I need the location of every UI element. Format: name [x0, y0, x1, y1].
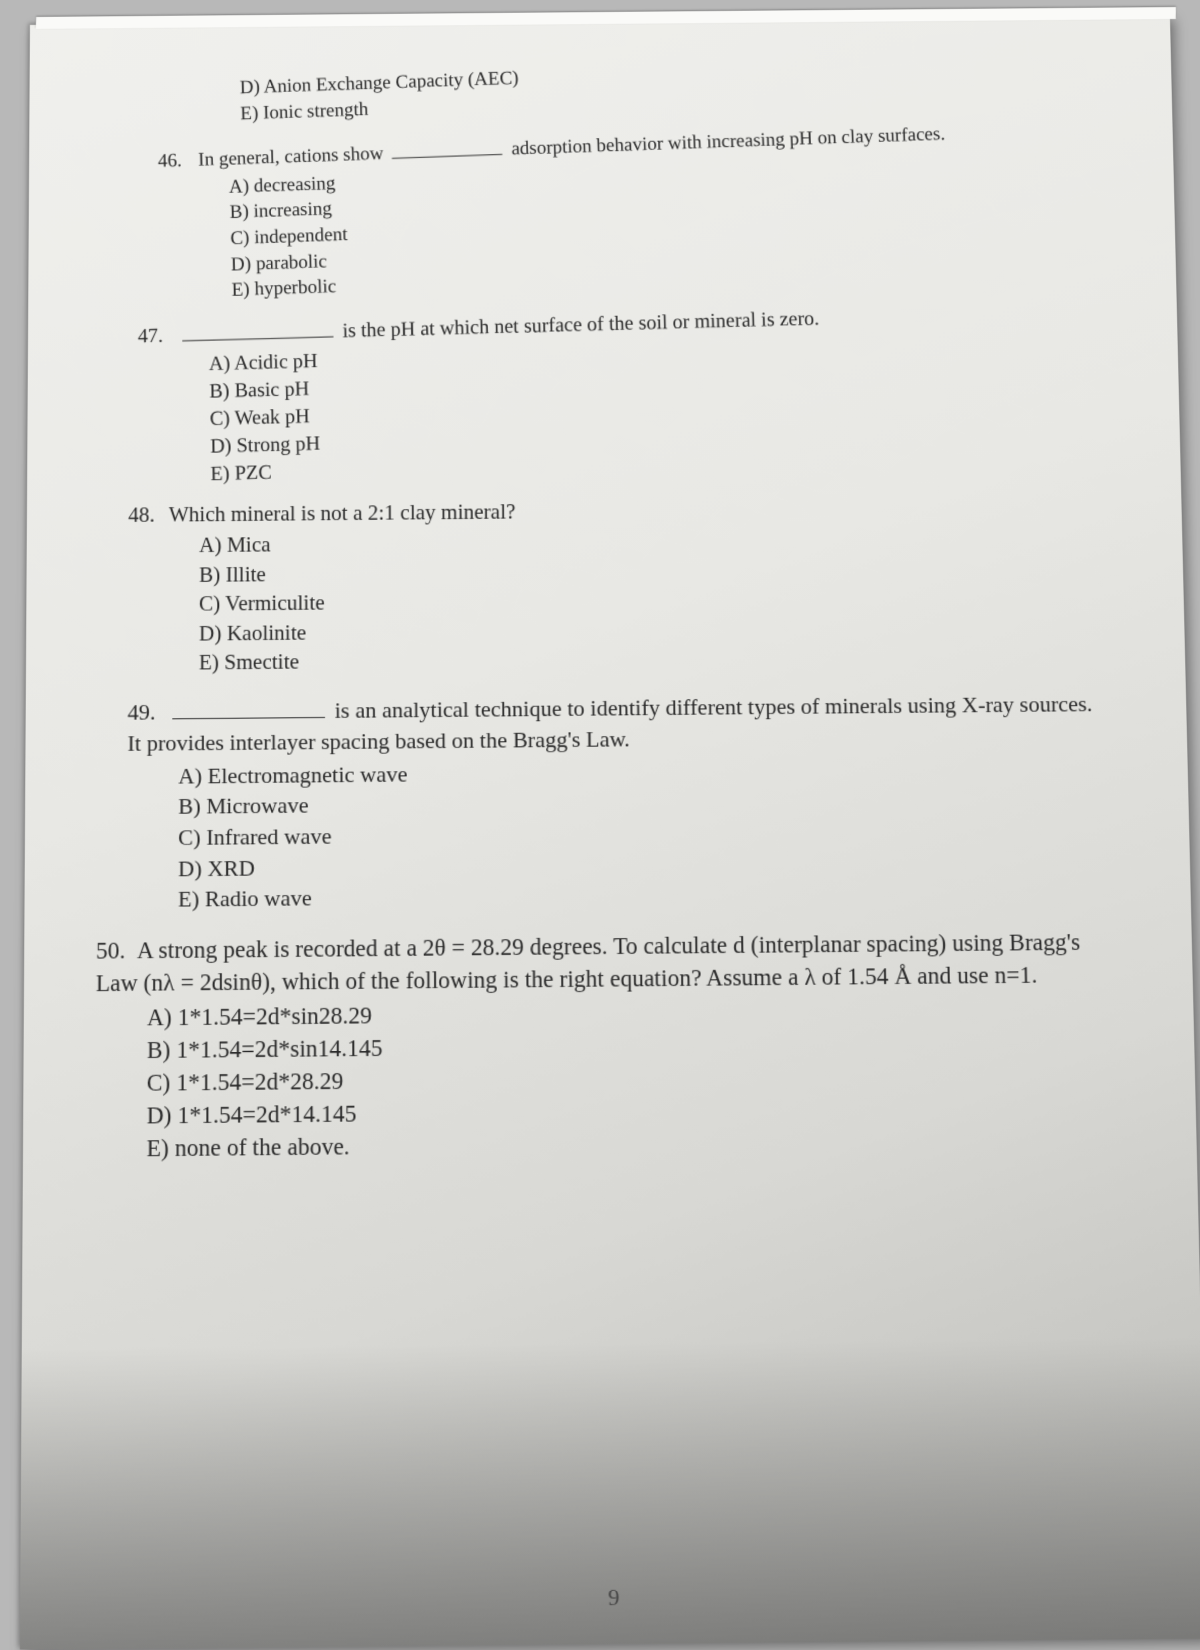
q46-number: 46.: [158, 148, 199, 175]
exam-page: D) Anion Exchange Capacity (AEC) E) Ioni…: [20, 15, 1200, 1649]
page-number: 9: [608, 1583, 620, 1611]
q50-stem: A strong peak is recorded at a 2θ = 28.2…: [96, 929, 1081, 997]
q47-blank: [182, 316, 334, 341]
question-47: 47. is the pH at which net surface of th…: [138, 296, 1112, 491]
question-49: 49. is an analytical technique to identi…: [127, 687, 1109, 915]
q49-number: 49.: [127, 697, 168, 728]
q48-number: 48.: [128, 500, 169, 529]
q47-number: 47.: [138, 322, 179, 350]
question-50: 50.A strong peak is recorded at a 2θ = 2…: [95, 925, 1115, 1165]
q50-number: 50.: [96, 934, 137, 967]
q46-blank: [392, 135, 503, 159]
question-46: 46.In general, cations show adsorption b…: [158, 114, 1128, 307]
question-45-partial: D) Anion Exchange Capacity (AEC) E) Ioni…: [199, 45, 1122, 129]
q46-stem-a: In general, cations show: [198, 143, 389, 171]
question-48: 48.Which mineral is not a 2:1 clay miner…: [128, 492, 1104, 678]
q49-blank: [172, 694, 325, 719]
q48-stem: Which mineral is not a 2:1 clay mineral?: [169, 499, 516, 527]
